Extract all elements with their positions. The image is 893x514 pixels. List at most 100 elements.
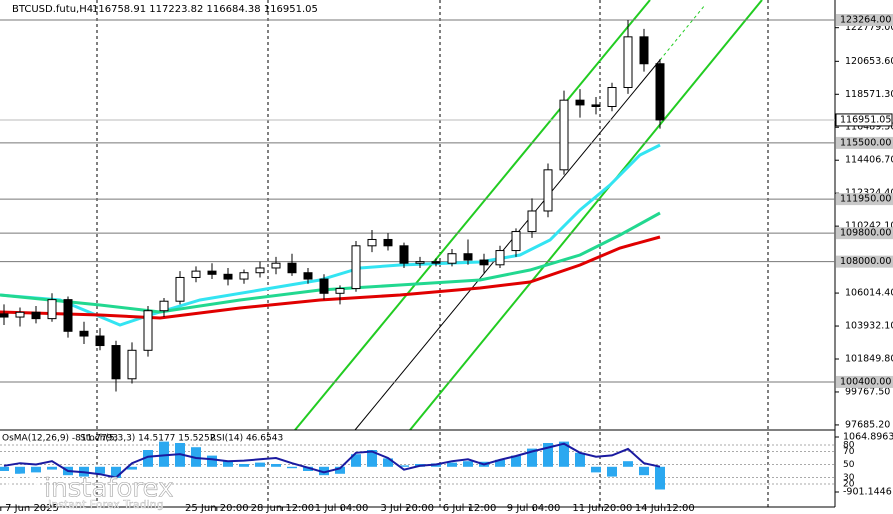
candle-body — [447, 253, 457, 264]
candle-body — [111, 345, 121, 380]
osma-bar — [335, 466, 345, 474]
candle-body — [463, 253, 473, 261]
candle-body — [271, 262, 281, 269]
osma-bar — [607, 466, 617, 477]
osma-bar — [559, 441, 569, 467]
y-tick-label: 1064.8963 — [843, 431, 893, 442]
trend-line — [354, 59, 661, 431]
y2-tick-label: 70 — [843, 447, 855, 457]
level-box — [836, 375, 893, 388]
candle-body — [559, 99, 569, 171]
candle-body — [351, 245, 361, 290]
osma-bar — [655, 466, 665, 490]
ohlc: 116758.91 117223.82 116684.38 116951.05 — [92, 4, 318, 15]
candle-body — [639, 36, 649, 65]
current-label: 116951.05 — [840, 114, 891, 125]
osma-bar — [463, 461, 473, 467]
candle-body — [575, 99, 585, 106]
osma-bar — [447, 462, 457, 467]
candle-body — [399, 245, 409, 264]
x-tick-label: 14 Jul 12:00 — [635, 503, 695, 514]
candle-body — [415, 261, 425, 264]
x-tick-label: 1 Jul 04:00 — [315, 503, 369, 514]
level-box — [836, 193, 893, 206]
y2-tick-label: 30 — [843, 473, 855, 483]
channel — [294, 0, 763, 431]
current-box — [835, 113, 893, 127]
osma-bar — [223, 461, 233, 467]
y-tick-label: 101849.80 — [845, 353, 893, 364]
level-label: 115500.00 — [840, 137, 891, 148]
level-box — [836, 255, 893, 268]
logo-icon — [7, 473, 41, 507]
level-box — [836, 227, 893, 240]
candle-body — [319, 278, 329, 294]
osma-bar — [591, 466, 601, 473]
osma-bar — [623, 461, 633, 467]
y-tick-label: 116489.50 — [845, 122, 893, 133]
candle-body — [495, 250, 505, 266]
candle-body — [655, 63, 665, 121]
candle-body — [143, 310, 153, 351]
moving-average — [0, 143, 661, 327]
candle-body — [335, 288, 345, 294]
candle-body — [191, 270, 201, 278]
candle-body — [479, 259, 489, 266]
y2-tick-label: 80 — [843, 440, 855, 450]
candle-body — [367, 238, 377, 247]
x-tick-label: 25 Jun 20:00 — [185, 503, 249, 514]
osma-bar — [159, 441, 169, 467]
candle-body — [175, 276, 185, 302]
x-tick-label: 7 Jun 2025 — [5, 503, 59, 514]
osma-bar — [15, 466, 25, 474]
rsi-line — [3, 442, 661, 479]
logo-text: instaforex — [44, 474, 173, 504]
osma-bar — [303, 466, 313, 471]
candle-body — [543, 169, 553, 212]
candle-body — [15, 311, 25, 318]
x-tick-label: 28 Jun 12:00 — [251, 503, 315, 514]
candle-body — [591, 104, 601, 107]
x-tick-label: 11 Jul 20:00 — [572, 503, 632, 514]
candle-body — [47, 299, 57, 320]
candle-body — [63, 299, 73, 332]
osma-bar — [95, 466, 105, 474]
osma-bar — [239, 463, 249, 467]
candle-body — [255, 267, 265, 274]
osma-bar — [31, 466, 41, 473]
channel-line — [294, 0, 651, 431]
osma-bar — [143, 450, 153, 467]
y-tick-label: 122779.00 — [845, 22, 893, 33]
level-label: 109800.00 — [840, 228, 891, 239]
osma-bar — [527, 448, 537, 467]
moving-average — [0, 211, 661, 314]
osma-bar — [47, 466, 57, 470]
candle-body — [95, 335, 105, 347]
osma-bar — [111, 466, 121, 478]
candle-body — [127, 349, 137, 380]
symbol: BTCUSD.futu,H4 — [12, 4, 93, 15]
indicator-label: OsMA(12,26,9) -811.7793 — [2, 434, 118, 444]
candle-body — [0, 313, 9, 318]
y-tick-label: 97685.20 — [845, 419, 890, 430]
osma-bar — [383, 458, 393, 467]
candle-body — [623, 36, 633, 89]
osma-bar — [319, 466, 329, 476]
osma-bar — [271, 463, 281, 467]
osma-bar — [255, 462, 265, 467]
candle-body — [287, 262, 297, 274]
y-tick-label: 103932.10 — [845, 321, 893, 332]
candle-body — [79, 330, 89, 337]
candle-body — [207, 270, 217, 275]
candle-body — [383, 238, 393, 247]
osma-bar — [367, 450, 377, 467]
y-tick-label: 106014.40 — [845, 288, 893, 299]
candle-body — [31, 311, 41, 320]
logo: instaforex Instant Forex Trading — [7, 473, 174, 511]
y2-tick-label: 20 — [843, 479, 855, 489]
candle-body — [511, 231, 521, 252]
osma-bar — [639, 466, 649, 476]
candle-body — [431, 261, 441, 264]
